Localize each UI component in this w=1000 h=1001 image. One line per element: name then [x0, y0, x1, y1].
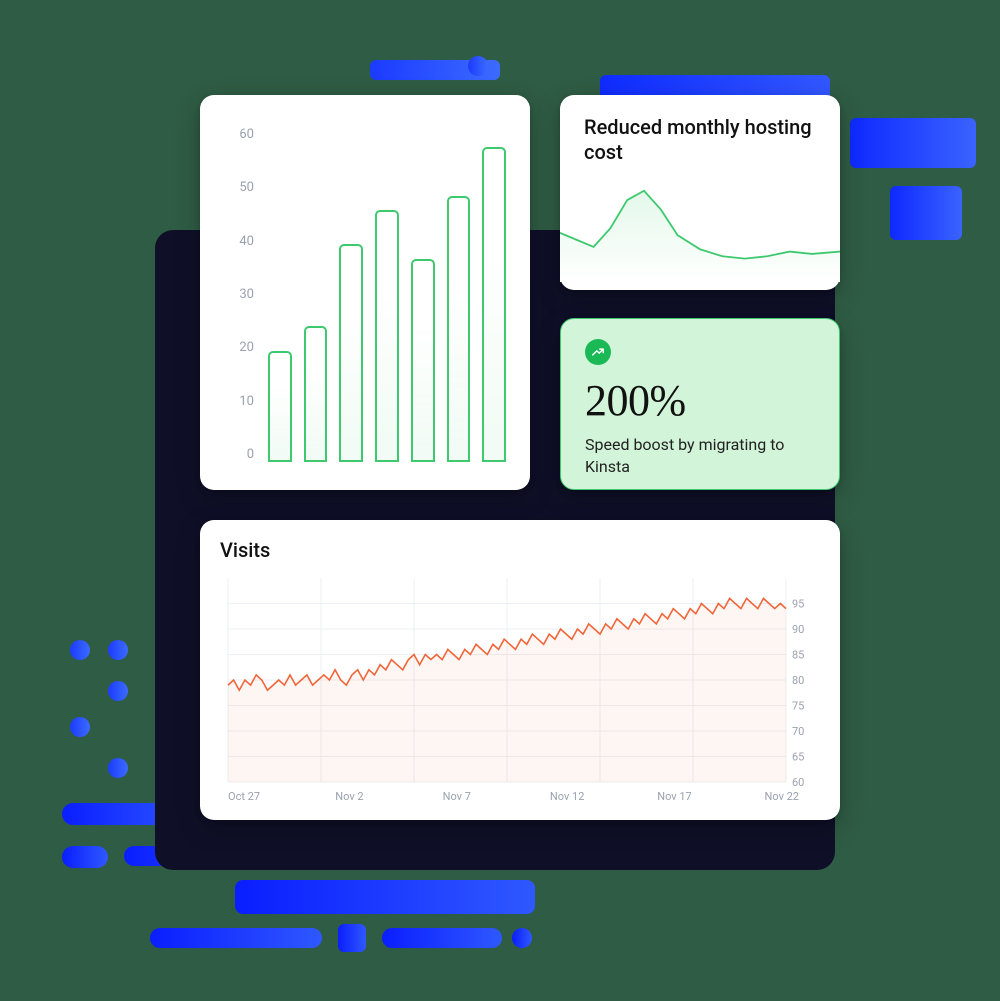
bar-chart-y-tick: 20	[224, 340, 254, 355]
decor-blob	[382, 928, 502, 948]
svg-text:95: 95	[792, 598, 804, 611]
svg-text:Oct 27: Oct 27	[228, 790, 260, 803]
svg-text:Nov 7: Nov 7	[443, 790, 471, 803]
visits-chart: 95 90 85 80 75 70 65 60 Oct 27 Nov 2 Nov 7 Nov 12 No…	[220, 570, 820, 806]
decor-blob	[108, 681, 128, 701]
bar	[482, 147, 506, 462]
svg-text:60: 60	[792, 776, 804, 789]
bar-chart-y-tick: 0	[224, 447, 254, 462]
bar-chart-bars	[268, 123, 506, 462]
trend-up-icon	[585, 339, 611, 365]
bar-chart-y-tick: 30	[224, 287, 254, 302]
speed-boost-card: 200% Speed boost by migrating to Kinsta	[560, 318, 840, 490]
speed-boost-value: 200%	[585, 375, 815, 426]
bar	[375, 210, 399, 462]
decor-blob	[62, 846, 108, 868]
decor-blob	[108, 758, 128, 778]
visits-title: Visits	[220, 538, 820, 562]
svg-text:Nov 2: Nov 2	[335, 790, 363, 803]
svg-text:Nov 17: Nov 17	[657, 790, 691, 803]
bar	[339, 244, 363, 462]
hosting-cost-card: Reduced monthly hosting cost	[560, 95, 840, 290]
svg-text:75: 75	[792, 700, 804, 713]
bar	[411, 259, 435, 462]
svg-text:Nov 22: Nov 22	[765, 790, 799, 803]
hosting-cost-title: Reduced monthly hosting cost	[584, 115, 816, 165]
bar-chart-card: 60 50 40 30 20 10 0	[200, 95, 530, 490]
stage: 60 50 40 30 20 10 0 Reduced monthly hosting co…	[0, 0, 1000, 1001]
bar	[304, 326, 328, 462]
bar-chart-y-tick: 40	[224, 234, 254, 249]
speed-boost-subtitle: Speed boost by migrating to Kinsta	[585, 434, 815, 477]
decor-blob	[512, 928, 532, 948]
bar	[268, 351, 292, 462]
svg-text:85: 85	[792, 649, 804, 662]
decor-blob	[890, 186, 962, 240]
svg-text:65: 65	[792, 751, 804, 764]
decor-blob	[850, 118, 976, 168]
decor-blob	[468, 56, 488, 76]
svg-text:70: 70	[792, 725, 804, 738]
decor-blob	[108, 640, 128, 660]
decor-blob	[70, 640, 90, 660]
bar-chart-y-tick: 50	[224, 180, 254, 195]
bar-chart-y-tick: 60	[224, 127, 254, 142]
bar-chart-y-tick: 10	[224, 394, 254, 409]
svg-text:80: 80	[792, 674, 804, 687]
visits-card: Visits 95 90 85 80 75 70 65 60 Oct 27 Nov 2 Nov 7 N…	[200, 520, 840, 820]
decor-blob	[70, 717, 90, 737]
decor-blob	[338, 924, 366, 952]
svg-text:90: 90	[792, 623, 804, 636]
bar-chart-y-axis: 60 50 40 30 20 10 0	[224, 127, 254, 462]
decor-blob	[235, 880, 535, 914]
hosting-cost-chart	[560, 165, 840, 282]
bar	[447, 196, 471, 462]
svg-text:Nov 12: Nov 12	[550, 790, 584, 803]
decor-blob	[150, 928, 322, 948]
